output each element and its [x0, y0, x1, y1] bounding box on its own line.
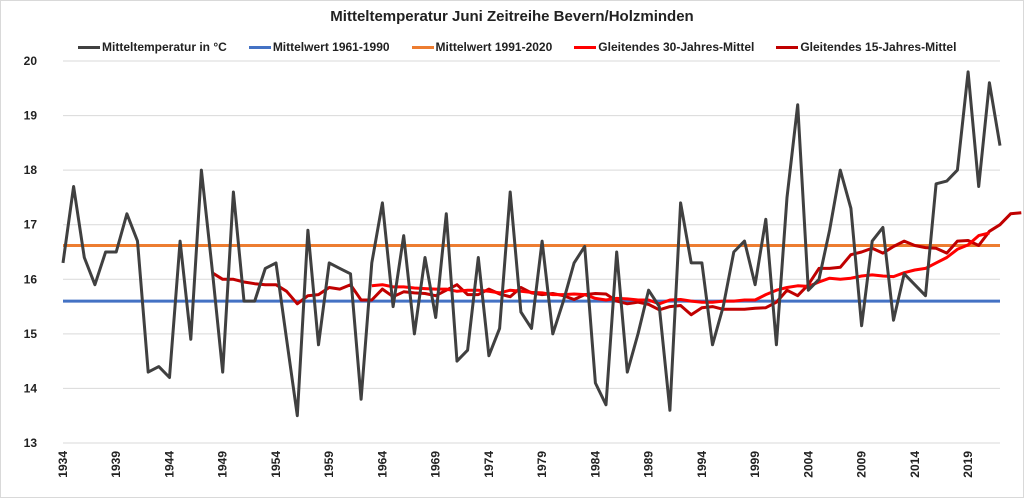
x-tick-label: 1994 — [695, 451, 709, 478]
legend: Mitteltemperatur in °C Mittelwert 1961-1… — [78, 40, 956, 54]
x-tick-label: 1989 — [642, 451, 656, 478]
legend-item-temperature: Mitteltemperatur in °C — [78, 40, 227, 54]
legend-label-moving-15: Gleitendes 15-Jahres-Mittel — [800, 40, 957, 54]
y-tick-label: 18 — [24, 163, 38, 177]
y-tick-label: 16 — [24, 272, 38, 286]
legend-label-temperature: Mitteltemperatur in °C — [102, 40, 227, 54]
legend-swatch-temperature — [78, 45, 100, 49]
x-tick-label: 1944 — [162, 451, 176, 478]
y-axis-ticks: 13 14 15 16 17 18 19 20 — [24, 54, 38, 450]
legend-swatch-moving-15 — [776, 45, 799, 49]
y-tick-label: 13 — [24, 436, 38, 450]
x-tick-label: 1954 — [269, 451, 283, 478]
x-tick-label: 1949 — [216, 451, 230, 478]
x-tick-label: 2009 — [855, 451, 869, 478]
legend-label-moving-30: Gleitendes 30-Jahres-Mittel — [598, 40, 755, 54]
x-axis-ticks: 1934 1939 1944 1949 1954 1959 1964 1969 1974 1979… — [56, 451, 975, 478]
x-tick-label: 1939 — [109, 451, 123, 478]
series-lines — [61, 70, 1022, 418]
x-tick-label: 2004 — [801, 451, 815, 478]
y-tick-label: 15 — [24, 327, 38, 341]
legend-swatch-mean-1991-2020 — [411, 45, 434, 49]
x-tick-label: 1934 — [56, 451, 70, 478]
x-tick-label: 1974 — [482, 451, 496, 478]
y-tick-label: 19 — [24, 109, 38, 123]
x-tick-label: 2014 — [908, 451, 922, 478]
x-tick-label: 1964 — [375, 451, 389, 478]
chart-title: Mitteltemperatur Juni Zeitreihe Bevern/H… — [330, 8, 694, 25]
x-tick-label: 1999 — [748, 451, 762, 478]
legend-item-mean-1991-2020: Mittelwert 1991-2020 — [411, 40, 553, 54]
y-tick-label: 14 — [24, 381, 38, 395]
y-tick-label: 20 — [24, 54, 38, 68]
x-tick-label: 1984 — [588, 451, 602, 478]
series-line-mitteltemperatur-in-c — [61, 70, 1002, 418]
x-tick-label: 1969 — [429, 451, 443, 478]
legend-swatch-mean-1961-1990 — [248, 45, 271, 49]
legend-item-mean-1961-1990: Mittelwert 1961-1990 — [248, 40, 390, 54]
x-tick-label: 2019 — [961, 451, 975, 478]
legend-label-mean-1991-2020: Mittelwert 1991-2020 — [435, 40, 553, 54]
legend-swatch-moving-30 — [574, 45, 597, 49]
legend-item-moving-15: Gleitendes 15-Jahres-Mittel — [776, 40, 956, 54]
y-tick-label: 17 — [24, 218, 38, 232]
legend-item-moving-30: Gleitendes 30-Jahres-Mittel — [574, 40, 754, 54]
x-tick-label: 1959 — [322, 451, 336, 478]
x-tick-label: 1979 — [535, 451, 549, 478]
legend-label-mean-1961-1990: Mittelwert 1961-1990 — [272, 40, 390, 54]
